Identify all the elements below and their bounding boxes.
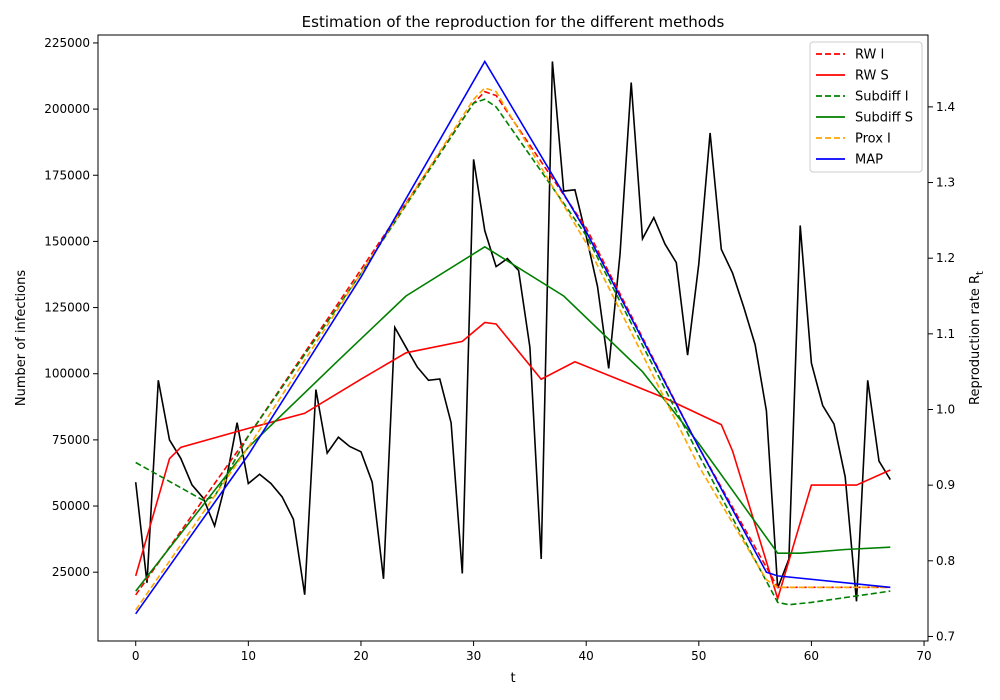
y-left-tick-label: 150000 — [44, 234, 90, 248]
legend-label-rw-s: RW S — [855, 69, 889, 84]
y-right-tick-label: 0.8 — [936, 554, 955, 568]
plot-frame — [97, 34, 929, 642]
chart-title: Estimation of the reproduction for the d… — [302, 13, 725, 31]
x-tick-label: 40 — [579, 649, 594, 663]
y-axis-right-label-subscript: t — [975, 271, 986, 275]
x-tick-label: 30 — [466, 649, 481, 663]
x-tick-label: 60 — [804, 649, 819, 663]
x-tick-label: 50 — [691, 649, 706, 663]
y-axis-right-label-main: Reproduction rate R — [968, 275, 983, 405]
x-axis: 0 10 20 30 40 50 60 70 — [132, 641, 932, 663]
x-tick-label: 20 — [353, 649, 368, 663]
legend: RW I RW S Subdiff I Subdiff S Prox I MAP — [809, 41, 923, 173]
y-axis-left: 25000 50000 75000 100000 125000 150000 175000 2… — [44, 36, 98, 579]
y-axis-right: 0.7 0.8 0.9 1.0 1.1 1.2 1.3 1.4 — [928, 100, 955, 643]
y-left-tick-label: 75000 — [52, 433, 90, 447]
y-left-tick-label: 125000 — [44, 301, 90, 315]
legend-label-subdiff-i: Subdiff I — [855, 90, 909, 105]
legend-label-prox-i: Prox I — [855, 132, 891, 147]
lines-layer — [134, 59, 891, 615]
series-line-rw-s — [134, 321, 891, 602]
series-line-map — [135, 59, 891, 615]
y-left-tick-label: 25000 — [52, 565, 90, 579]
x-tick-label: 0 — [132, 649, 140, 663]
legend-label-map: MAP — [855, 153, 883, 168]
legend-label-subdiff-s: Subdiff S — [855, 111, 913, 126]
y-right-tick-label: 1.1 — [936, 327, 955, 341]
y-right-tick-label: 1.4 — [936, 100, 955, 114]
y-right-tick-label: 0.9 — [936, 478, 955, 492]
x-tick-label: 10 — [241, 649, 256, 663]
y-left-tick-label: 175000 — [44, 168, 90, 182]
x-tick-label: 70 — [916, 649, 931, 663]
legend-label-rw-i: RW I — [855, 48, 884, 63]
y-left-tick-label: 100000 — [44, 367, 90, 381]
plot-background — [98, 35, 928, 641]
y-left-tick-label: 50000 — [52, 499, 90, 513]
x-axis-label: t — [510, 671, 515, 686]
y-right-tick-label: 1.2 — [936, 251, 955, 265]
y-axis-left-label: Number of infections — [14, 270, 29, 406]
y-axis-right-label: Reproduction rate Rt — [968, 271, 986, 405]
y-right-tick-label: 1.3 — [936, 176, 955, 190]
y-left-tick-label: 225000 — [44, 36, 90, 50]
y-left-tick-label: 200000 — [44, 102, 90, 116]
series-line-prox-i — [135, 87, 891, 611]
series-line-subdiff-s — [135, 245, 891, 592]
y-right-tick-label: 1.0 — [936, 402, 955, 416]
y-right-tick-label: 0.7 — [936, 629, 955, 643]
